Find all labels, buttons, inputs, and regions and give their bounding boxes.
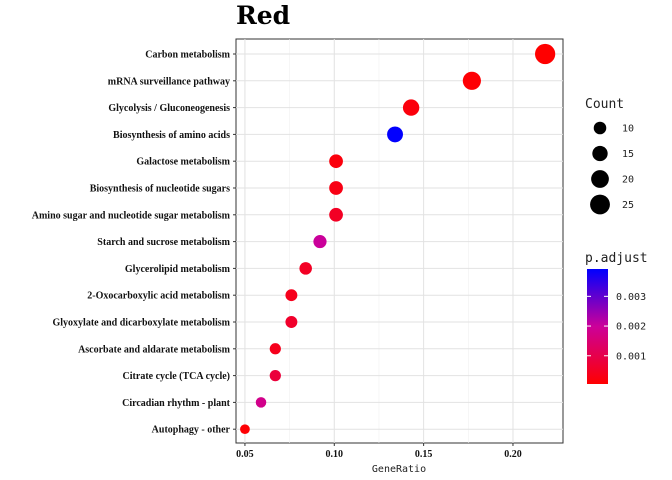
data-points xyxy=(240,43,556,435)
data-point xyxy=(240,424,250,435)
category-label: Starch and sucrose metabolism xyxy=(97,237,230,248)
x-axis-title: GeneRatio xyxy=(372,464,426,475)
count-legend-key xyxy=(593,121,607,135)
count-legend-key xyxy=(591,170,609,188)
count-legend-key xyxy=(592,145,608,162)
category-label: Circadian rhythm - plant xyxy=(122,398,231,409)
data-point xyxy=(329,181,343,195)
x-axis-ticks: 0.05 0.10 0.15 0.20 xyxy=(236,443,522,460)
x-tick-label: 0.10 xyxy=(326,449,344,460)
category-label: Ascorbate and aldarate metabolism xyxy=(78,344,231,355)
count-legend: Count 10 15 20 25 xyxy=(585,97,634,215)
data-point xyxy=(329,154,343,169)
data-point xyxy=(535,43,556,65)
chart-title: Red xyxy=(236,1,290,30)
p-adjust-colorbar xyxy=(587,269,608,384)
colorbar-label: 0.002 xyxy=(616,322,646,333)
data-point xyxy=(462,71,481,90)
grid-lines xyxy=(236,39,563,443)
x-tick-label: 0.20 xyxy=(504,449,522,460)
category-label: Glycolysis / Gluconeogenesis xyxy=(108,103,230,114)
category-label: Biosynthesis of nucleotide sugars xyxy=(90,184,230,195)
count-legend-key xyxy=(590,194,610,215)
category-label: 2-Oxocarboxylic acid metabolism xyxy=(87,291,230,302)
data-point xyxy=(285,289,298,302)
data-point xyxy=(299,262,312,275)
category-label: Glyoxylate and dicarboxylate metabolism xyxy=(53,318,231,329)
category-label: Biosynthesis of amino acids xyxy=(113,130,230,141)
category-label: Amino sugar and nucleotide sugar metabol… xyxy=(32,210,231,221)
data-point xyxy=(313,235,327,249)
data-point xyxy=(329,207,343,222)
count-legend-title: Count xyxy=(585,97,624,112)
count-legend-label: 20 xyxy=(622,175,634,186)
colorbar-label: 0.003 xyxy=(616,292,646,303)
category-labels: Carbon metabolism mRNA surveillance pathw… xyxy=(32,50,236,436)
data-point xyxy=(402,99,420,116)
data-point xyxy=(255,397,267,408)
count-legend-label: 25 xyxy=(622,200,634,211)
count-legend-label: 10 xyxy=(622,124,634,135)
p-adjust-legend: p.adjust 0.001 0.002 0.003 xyxy=(585,251,648,384)
category-label: Glycerolipid metabolism xyxy=(125,264,231,275)
category-label: Autophagy - other xyxy=(152,425,231,436)
data-point xyxy=(387,126,403,143)
colorbar-label: 0.001 xyxy=(616,351,646,362)
data-point xyxy=(269,343,281,355)
count-legend-label: 15 xyxy=(622,149,634,160)
category-label: Galactose metabolism xyxy=(136,157,230,168)
plot-panel xyxy=(235,38,564,444)
category-label: Carbon metabolism xyxy=(145,50,230,61)
data-point xyxy=(269,369,281,382)
p-adjust-legend-title: p.adjust xyxy=(585,251,648,266)
category-label: mRNA surveillance pathway xyxy=(108,76,230,87)
x-tick-label: 0.15 xyxy=(415,449,433,460)
category-label: Citrate cycle (TCA cycle) xyxy=(123,371,230,382)
data-point xyxy=(285,316,298,328)
x-tick-label: 0.05 xyxy=(236,449,254,460)
